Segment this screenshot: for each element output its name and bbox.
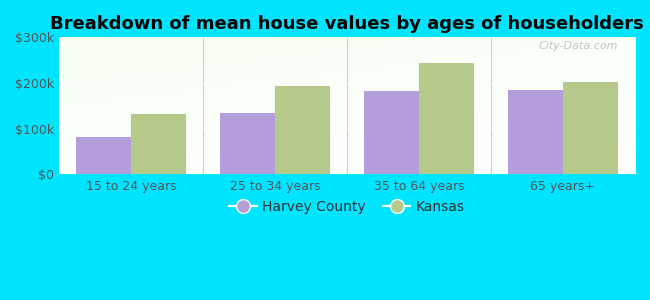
Bar: [131, 113, 186, 174]
Text: City-Data.com: City-Data.com: [538, 41, 617, 51]
Bar: [508, 90, 563, 174]
Bar: [275, 86, 330, 174]
Legend: Harvey County, Kansas: Harvey County, Kansas: [224, 194, 471, 219]
Bar: [364, 91, 419, 174]
Title: Breakdown of mean house values by ages of householders: Breakdown of mean house values by ages o…: [50, 15, 644, 33]
Bar: [563, 82, 618, 174]
Bar: [419, 63, 474, 174]
Bar: [220, 112, 275, 174]
Bar: [76, 137, 131, 174]
